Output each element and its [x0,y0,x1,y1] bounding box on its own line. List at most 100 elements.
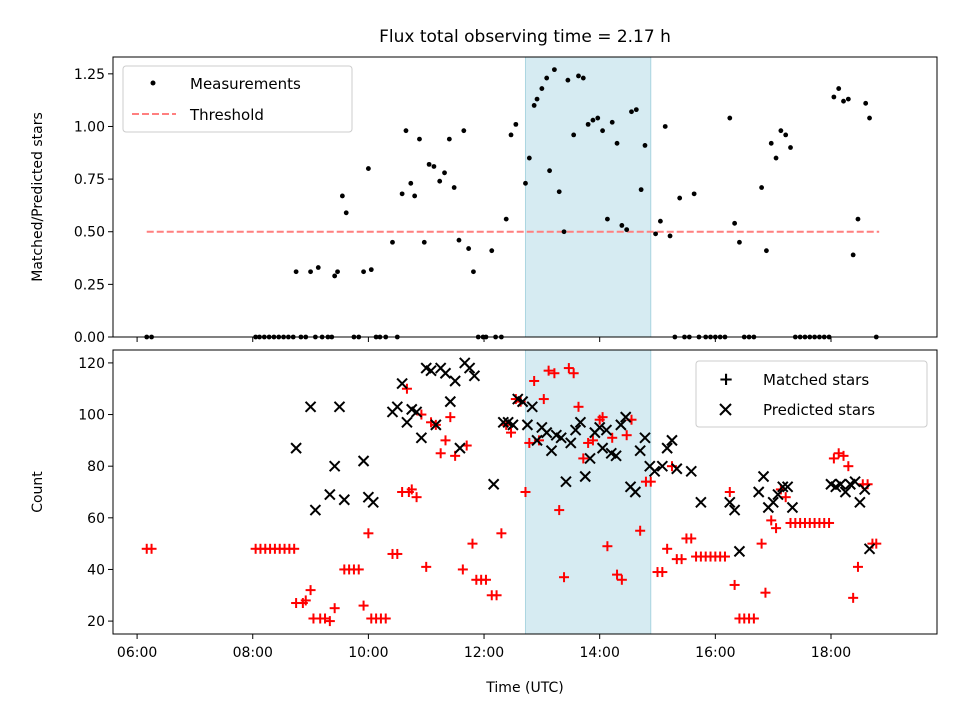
predicted-star-point [507,419,519,431]
x-tick-label: 18:00 [811,645,851,661]
ratio-y-axis-label: Matched/Predicted stars [30,112,46,282]
measurement-point [571,132,577,138]
measurement-point [600,128,605,134]
matched-star-point [635,525,646,536]
ratio-plot-frame [112,56,938,338]
measurement-point [619,223,625,228]
measurement-point [778,128,784,134]
predicted-star-point [454,442,466,454]
matched-star-point [602,541,613,552]
predicted-star-point [648,465,661,478]
measurement-point [531,103,537,108]
measurement-point [368,267,374,273]
matched-star-point [662,543,673,554]
count-y-tick-label: 60 [87,511,105,527]
predicted-star-point [834,478,847,490]
matched-star-point [657,567,668,578]
predicted-star-point [569,424,582,436]
predicted-star-point [328,460,341,472]
matched-star-point [621,430,632,441]
predicted-star-point [620,411,632,423]
matched-star-point [607,432,618,443]
ratio-legend-box [122,65,353,133]
predicted-star-point [639,432,651,444]
predicted-star-point [290,442,302,454]
legend-matched-label: Matched stars [763,371,869,389]
measurement-point [390,239,395,245]
ratio-y-tick-label: 1.25 [74,67,105,83]
measurement-point [339,193,345,199]
matched-star-point [305,585,316,596]
predicted-star-point [401,416,413,428]
matched-star-point [871,538,882,549]
matched-star-point [421,561,432,572]
matched-star-point [457,564,468,575]
measurement-point [737,239,742,245]
count-legend-box [695,360,928,428]
measurement-point [343,210,349,216]
measurement-point [788,145,793,150]
measurement-point [471,269,476,275]
measurement-point [576,73,581,79]
measurement-point [836,86,842,91]
matched-star-point [568,368,579,379]
measurement-point [466,246,472,251]
measurement-point [408,180,414,186]
legend-measurement-marker [150,80,156,86]
measurement-point [489,248,495,254]
matched-star-point [524,437,535,448]
legend-predicted-marker [719,403,732,416]
predicted-star-point [574,416,587,428]
matched-star-point [766,515,777,526]
predicted-star-point [863,543,876,555]
matched-star-point [496,528,507,539]
measurement-point [446,136,452,142]
predicted-star-point [338,494,351,506]
predicted-star-point [839,486,852,498]
predicted-star-point [634,444,646,457]
matched-star-point [491,590,502,601]
predicted-star-point [410,406,423,418]
predicted-star-point [396,377,408,390]
predicted-star-point [468,370,481,382]
measurement-point [585,121,591,127]
predicted-star-point [666,434,678,447]
predicted-star-point [579,470,591,483]
measurement-point [442,170,447,176]
matched-star-point [852,561,863,572]
predicted-star-point [521,419,534,431]
matched-star-point [467,538,478,549]
measurement-point [783,132,789,138]
matched-star-point [729,579,740,590]
measurement-point [332,273,338,279]
measurement-point [365,166,371,171]
predicted-star-point [629,486,642,498]
predicted-star-point [781,481,794,493]
matched-star-point [520,487,531,497]
measurement-point [638,187,644,193]
measurement-point [653,231,658,237]
measurement-point [461,128,467,134]
matched-star-point [780,492,791,503]
measurement-point [523,180,528,186]
measurement-point [732,220,738,226]
predicted-star-point [671,463,683,475]
measurement-point [335,269,340,275]
measurement-point [614,140,620,146]
matched-star-point [146,543,157,554]
predicted-star-point [415,432,428,444]
predicted-star-point [565,437,577,449]
ratio-y-tick-label: 0.50 [74,225,105,241]
measurement-point [361,269,366,275]
predicted-star-point [526,401,538,413]
x-tick-label: 08:00 [233,645,273,661]
measurement-point [421,239,427,245]
matched-star-point [363,528,374,539]
count-y-tick-label: 120 [78,356,105,372]
matched-star-point [392,548,403,559]
predicted-star-point [545,444,558,457]
x-tick-label: 06:00 [117,645,157,661]
matched-star-point [587,435,598,446]
x-tick-label: 16:00 [695,645,735,661]
